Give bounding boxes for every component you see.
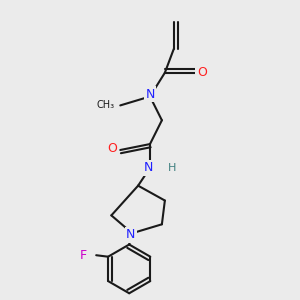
Text: CH₃: CH₃ <box>96 100 115 110</box>
Text: N: N <box>144 161 153 174</box>
Text: F: F <box>79 249 86 262</box>
Text: N: N <box>126 228 135 241</box>
Text: N: N <box>145 88 155 100</box>
Text: H: H <box>168 163 176 173</box>
Text: O: O <box>107 142 117 155</box>
Text: O: O <box>197 66 207 79</box>
Text: CH₃: CH₃ <box>96 100 115 110</box>
